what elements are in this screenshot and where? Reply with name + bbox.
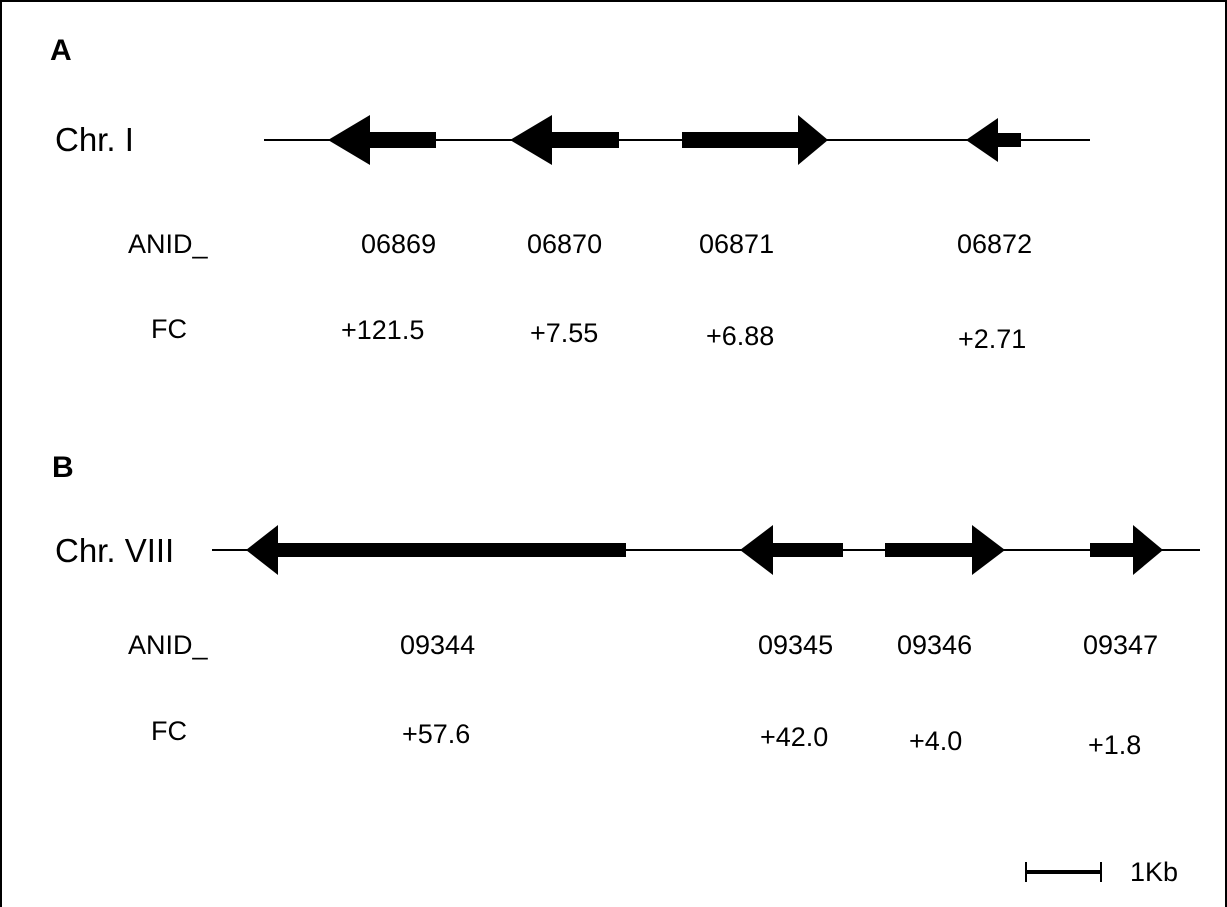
panel-b-gene-arrow-09346 — [885, 525, 1005, 575]
panel-b-fc-09345: +42.0 — [760, 722, 828, 752]
scale-bar: 1Kb — [1025, 857, 1178, 887]
panel-b-fc-row-label: FC — [151, 716, 187, 746]
panel-a-fc-06870: +7.55 — [530, 318, 598, 348]
panel-a-chromosome-label: Chr. I — [55, 121, 134, 158]
panel-a: A Chr. I ANID_ 06869 06870 06871 06872 F… — [50, 34, 1090, 354]
scale-bar-label: 1Kb — [1130, 857, 1178, 887]
panel-b-gene-id-09345: 09345 — [758, 630, 833, 660]
panel-b-gene-arrow-09347 — [1090, 525, 1163, 575]
panel-a-gene-arrow-06869 — [328, 115, 436, 165]
panel-b-chromosome-label: Chr. VIII — [55, 532, 174, 569]
panel-a-gene-id-06869: 06869 — [361, 229, 436, 259]
panel-a-fc-row-label: FC — [151, 314, 187, 344]
panel-a-gene-id-06872: 06872 — [957, 229, 1032, 259]
panel-b-gene-arrow-09344 — [246, 525, 626, 575]
panel-a-fc-06869: +121.5 — [341, 315, 424, 345]
panel-b-gene-id-09347: 09347 — [1083, 630, 1158, 660]
panel-b: B Chr. VIII ANID_ 09344 09345 09346 0934… — [52, 451, 1200, 760]
panel-b-fc-09347: +1.8 — [1088, 730, 1141, 760]
panel-b-gene-id-09344: 09344 — [400, 630, 475, 660]
panel-b-fc-09346: +4.0 — [909, 726, 962, 756]
panel-b-fc-09344: +57.6 — [402, 719, 470, 749]
panel-b-gene-arrow-09345 — [740, 525, 843, 575]
panel-a-gene-arrow-06872 — [966, 118, 1021, 162]
panel-a-fc-06871: +6.88 — [706, 321, 774, 351]
panel-a-gene-arrow-06871 — [682, 115, 828, 165]
panel-b-id-row-label: ANID_ — [128, 630, 209, 660]
panel-a-gene-id-06870: 06870 — [527, 229, 602, 259]
panel-a-fc-06872: +2.71 — [958, 324, 1026, 354]
panel-a-id-row-label: ANID_ — [128, 229, 209, 259]
panel-a-gene-id-06871: 06871 — [699, 229, 774, 259]
panel-b-label: B — [52, 451, 74, 484]
panel-a-label: A — [50, 34, 72, 67]
panel-a-gene-arrow-06870 — [510, 115, 619, 165]
panel-b-gene-id-09346: 09346 — [897, 630, 972, 660]
